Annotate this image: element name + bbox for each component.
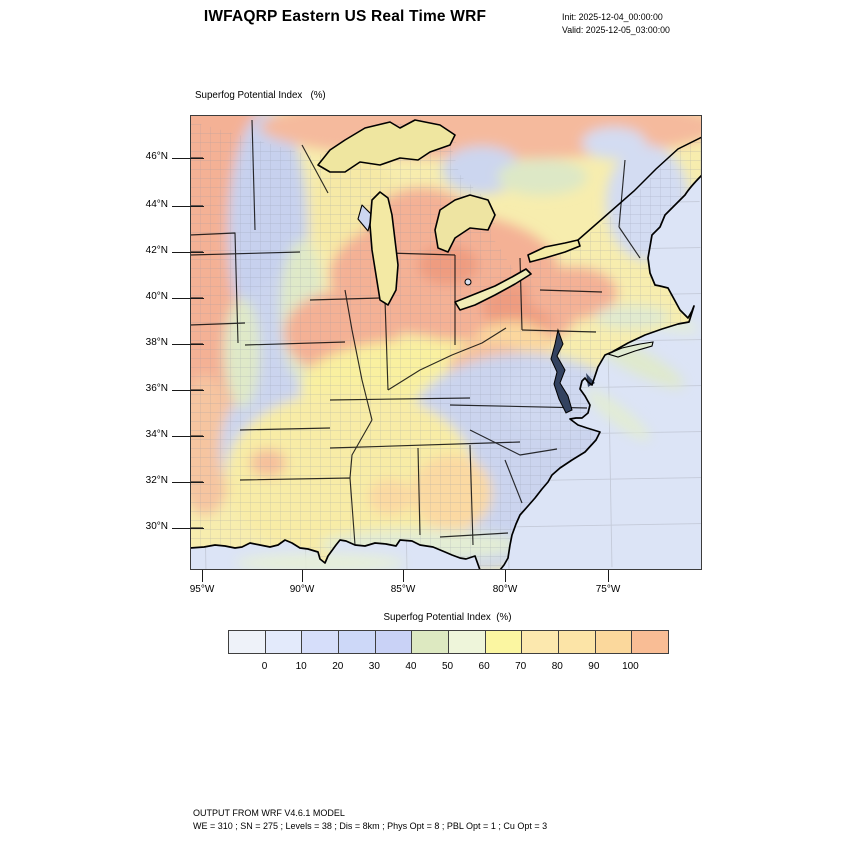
lon-tick-label: 80°W: [492, 584, 518, 595]
lat-tick-label: 46°N: [145, 151, 168, 162]
lat-tickmark: [172, 482, 204, 484]
colorbar: [228, 630, 669, 654]
footer-model-info: OUTPUT FROM WRF V4.6.1 MODEL WE = 310 ; …: [193, 807, 547, 833]
valid-time: Valid: 2025-12-05_03:00:00: [562, 25, 670, 35]
colorbar-title: Superfog Potential Index (%): [383, 612, 512, 623]
lat-tick-label: 38°N: [145, 337, 168, 348]
lat-tick-label: 44°N: [145, 199, 168, 210]
colorbar-cell: [265, 631, 303, 653]
lat-tickmark: [172, 344, 204, 346]
lon-tick-label: 95°W: [189, 584, 215, 595]
long-island: [606, 341, 654, 358]
lon-tickmark: [302, 570, 304, 582]
colorbar-tick-label: 50: [441, 661, 454, 672]
colorbar-tick-label: 100: [622, 661, 639, 672]
lat-tickmark: [172, 298, 204, 300]
green-bay: [357, 204, 373, 232]
lat-tickmark: [172, 436, 204, 438]
lake-ontario: [527, 239, 581, 263]
colorbar-cell: [595, 631, 633, 653]
colorbar-cell: [632, 631, 669, 653]
footer-line1: OUTPUT FROM WRF V4.6.1 MODEL: [193, 808, 345, 818]
init-time: Init: 2025-12-04_00:00:00: [562, 12, 663, 22]
colorbar-tick-label: 30: [368, 661, 380, 672]
great-lakes: [317, 119, 581, 311]
lat-tickmark: [172, 158, 204, 160]
lake-michigan: [369, 191, 399, 306]
colorbar-tick-label: 80: [551, 661, 563, 672]
colorbar-cell: [375, 631, 413, 653]
colorbar-cell: [302, 631, 340, 653]
lon-tick-label: 90°W: [289, 584, 315, 595]
lat-tick-label: 36°N: [145, 383, 168, 394]
colorbar-tick-label: 60: [478, 661, 490, 672]
lon-tick-label: 85°W: [390, 584, 416, 595]
lon-tickmark: [608, 570, 610, 582]
footer-line2: WE = 310 ; SN = 275 ; Levels = 38 ; Dis …: [193, 821, 548, 831]
colorbar-tick-label: 10: [295, 661, 307, 672]
page-title: IWFAQRP Eastern US Real Time WRF: [203, 8, 487, 25]
lat-tick-label: 40°N: [145, 291, 168, 302]
colorbar-labels: 0 10 20 30 40 50 60 70 80 90 100: [228, 661, 667, 675]
lake-superior: [317, 119, 456, 173]
chesapeake-bay: [550, 328, 573, 414]
colorbar-cell: [412, 631, 450, 653]
colorbar-cell: [485, 631, 523, 653]
colorbar-cell: [449, 631, 486, 653]
lat-tickmark: [172, 206, 204, 208]
colorbar-tick-label: 70: [515, 661, 527, 672]
lat-tick-label: 42°N: [145, 245, 168, 256]
lon-tickmark: [505, 570, 507, 582]
lat-tick-label: 34°N: [145, 429, 168, 440]
colorbar-cell: [559, 631, 596, 653]
lake-erie: [454, 268, 532, 311]
colorbar-cell: [229, 631, 266, 653]
colorbar-tick-label: 0: [261, 661, 268, 672]
lat-tickmark: [172, 528, 204, 530]
colorbar-cell: [339, 631, 376, 653]
coastline: [190, 174, 702, 570]
colorbar-tick-label: 20: [332, 661, 344, 672]
colorbar-cell: [522, 631, 560, 653]
field-title: Superfog Potential Index (%): [195, 90, 326, 101]
map-canvas: [190, 115, 702, 570]
canada-border: [577, 136, 702, 241]
run-times: Init: 2025-12-04_00:00:00 Valid: 2025-12…: [562, 11, 670, 37]
colorbar-tick-label: 90: [588, 661, 600, 672]
lake-huron: [434, 194, 496, 253]
lon-tickmark: [202, 570, 204, 582]
lat-tickmark: [172, 390, 204, 392]
lat-tick-label: 32°N: [145, 475, 168, 486]
lat-tickmark: [172, 252, 204, 254]
colorbar-tick-label: 40: [405, 661, 417, 672]
lon-tickmark: [403, 570, 405, 582]
state-borders: [190, 119, 641, 546]
lake-st-clair: [464, 278, 472, 286]
map-svg: [190, 115, 702, 570]
lon-tick-label: 75°W: [595, 584, 621, 595]
lat-tick-label: 30°N: [145, 521, 168, 532]
